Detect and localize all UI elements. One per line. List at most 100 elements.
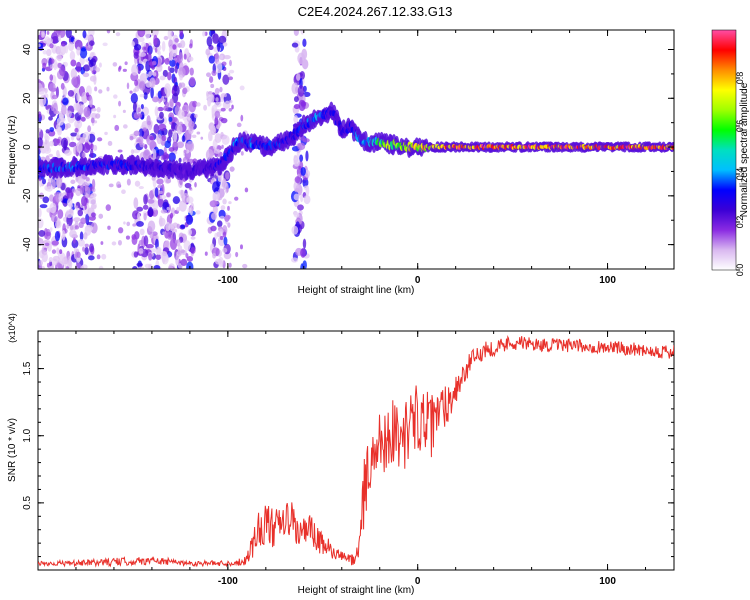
heatmap-x-tick-label: 100	[599, 275, 616, 286]
heatmap-cell	[107, 225, 111, 230]
heatmap-cell	[38, 128, 42, 132]
heatmap-cell	[143, 92, 148, 100]
heatmap-cell	[179, 74, 183, 81]
heatmap-cell	[177, 250, 181, 255]
heatmap-cell	[176, 124, 183, 135]
heatmap-cell	[227, 205, 230, 211]
heatmap-cell	[149, 135, 155, 141]
heatmap-cell	[162, 59, 166, 63]
heatmap-cell	[90, 148, 94, 158]
heatmap-cell	[137, 266, 145, 269]
heatmap-cell	[161, 40, 166, 52]
heatmap-cell	[169, 67, 175, 74]
heatmap-cell	[104, 131, 108, 136]
heatmap-cell	[126, 82, 130, 90]
heatmap-cell	[150, 30, 159, 37]
heatmap-cell	[226, 186, 229, 193]
heatmap-y-tick-label: 0	[22, 144, 33, 150]
heatmap-cell	[83, 142, 91, 153]
heatmap-cell	[204, 251, 208, 256]
heatmap-cell	[76, 251, 81, 258]
heatmap-cell	[99, 62, 102, 68]
heatmap-cell	[167, 71, 172, 81]
heatmap-cell	[47, 37, 53, 45]
heatmap-cell	[90, 199, 96, 205]
heatmap-cell	[147, 198, 155, 204]
heatmap-cell	[149, 233, 154, 239]
heatmap-cell	[297, 142, 306, 151]
heatmap-cell	[56, 262, 62, 268]
heatmap-cell	[67, 90, 75, 97]
heatmap-cell	[95, 67, 101, 73]
heatmap-cell	[187, 207, 192, 214]
heatmap-cell	[168, 147, 175, 152]
heatmap-cell	[293, 104, 301, 110]
heatmap-cell	[125, 235, 130, 240]
heatmap-cell	[227, 72, 231, 78]
heatmap-cell	[168, 265, 174, 269]
heatmap-cell	[294, 188, 300, 193]
heatmap-cell	[143, 235, 149, 247]
heatmap-cell	[177, 245, 183, 252]
heatmap-cell	[186, 196, 194, 204]
heatmap-cell	[157, 50, 161, 56]
heatmap-cell	[114, 124, 120, 132]
heatmap-cell	[123, 221, 126, 225]
heatmap-cell	[58, 192, 64, 202]
heatmap-cell	[143, 212, 147, 221]
heatmap-cell	[157, 184, 163, 189]
heatmap-cell	[217, 235, 226, 247]
heatmap-cell	[93, 144, 98, 152]
heatmap-cell	[65, 123, 71, 129]
heatmap-cell	[304, 169, 311, 178]
heatmap-cell	[59, 254, 65, 267]
snr-panel: -100 0 100 0.5 1.0 1.5 Height of straight li…	[7, 313, 675, 596]
heatmap-cell	[159, 111, 164, 119]
heatmap-cell	[222, 42, 228, 47]
heatmap-cell	[41, 31, 46, 38]
heatmap-cell	[214, 201, 220, 205]
heatmap-cell	[136, 113, 143, 119]
heatmap-cell	[41, 178, 47, 185]
heatmap-cell	[85, 213, 90, 225]
heatmap-cell	[87, 255, 95, 261]
heatmap-cell	[80, 116, 86, 122]
heatmap-cell	[115, 32, 121, 37]
heatmap-cell	[46, 48, 52, 57]
heatmap-cell	[56, 247, 60, 255]
colorbar-tick-label: 0.2	[735, 216, 745, 229]
heatmap-cell	[65, 30, 72, 39]
heatmap-cell	[76, 141, 83, 154]
heatmap-cell	[165, 221, 171, 232]
heatmap-cell	[212, 181, 220, 193]
heatmap-cell	[137, 212, 141, 221]
heatmap-cell	[212, 33, 219, 44]
heatmap-cell	[305, 150, 309, 162]
heatmap-cell	[210, 83, 215, 89]
heatmap-cell	[51, 249, 57, 254]
heatmap-cell	[224, 100, 231, 109]
heatmap-cell	[191, 134, 197, 139]
heatmap-cell	[218, 228, 224, 235]
heatmap-cell	[164, 101, 169, 108]
heatmap-cell	[160, 154, 164, 161]
heatmap-cell	[228, 76, 234, 81]
snr-x-tick-label: -100	[218, 576, 238, 587]
heatmap-cell	[294, 176, 301, 184]
heatmap-cell	[168, 116, 173, 123]
heatmap-cell	[214, 258, 223, 265]
heatmap-cell	[242, 263, 248, 269]
heatmap-cell	[144, 144, 148, 150]
heatmap-cell	[89, 95, 93, 108]
heatmap-cell	[82, 151, 86, 159]
heatmap-cell	[183, 53, 187, 60]
heatmap-cell	[154, 47, 158, 53]
heatmap-cell	[133, 130, 141, 137]
heatmap-cell	[98, 213, 104, 219]
heatmap-cell	[49, 64, 54, 69]
heatmap-cell	[124, 61, 128, 66]
heatmap-cell	[220, 205, 226, 211]
heatmap-cell	[167, 30, 173, 40]
heatmap-cell	[50, 215, 58, 223]
heatmap-cell	[173, 228, 178, 233]
